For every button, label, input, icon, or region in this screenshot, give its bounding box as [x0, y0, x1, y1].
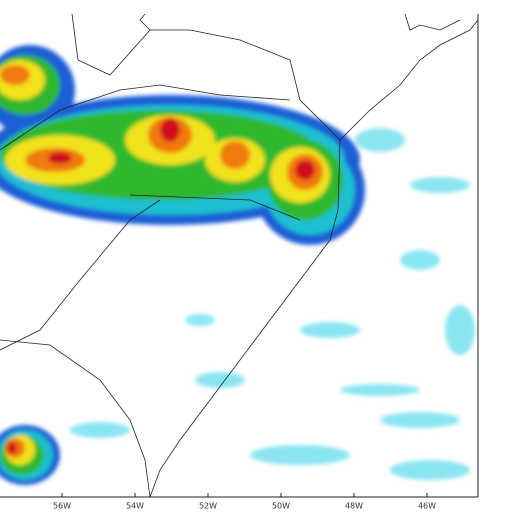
- longitude-label: 56W: [53, 502, 71, 511]
- longitude-label: 50W: [272, 502, 290, 511]
- longitude-label: 54W: [126, 502, 144, 511]
- frame: [0, 14, 479, 498]
- precipitation: [0, 45, 475, 485]
- longitude-label: 52W: [199, 502, 217, 511]
- longitude-label: 48W: [345, 502, 363, 511]
- longitude-labels: 56W 54W 52W 50W 48W 46W: [53, 493, 436, 511]
- longitude-label: 46W: [418, 502, 436, 511]
- borders: [0, 13, 479, 498]
